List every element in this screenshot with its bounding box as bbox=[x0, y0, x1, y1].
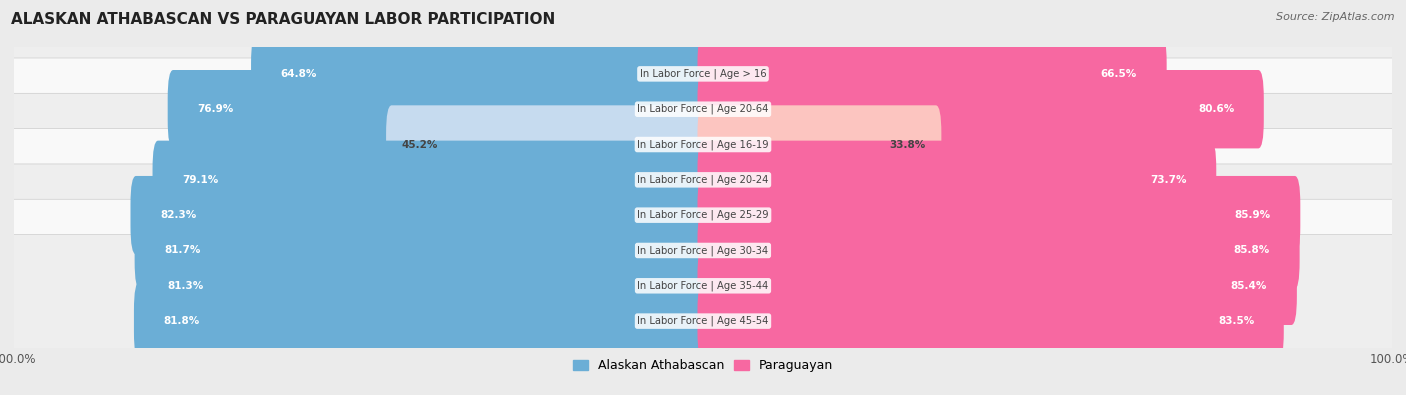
Text: In Labor Force | Age 30-34: In Labor Force | Age 30-34 bbox=[637, 245, 769, 256]
Text: 79.1%: 79.1% bbox=[183, 175, 218, 185]
FancyBboxPatch shape bbox=[387, 105, 709, 184]
Text: 81.7%: 81.7% bbox=[165, 245, 201, 256]
FancyBboxPatch shape bbox=[0, 23, 1406, 196]
Text: In Labor Force | Age 20-24: In Labor Force | Age 20-24 bbox=[637, 175, 769, 185]
FancyBboxPatch shape bbox=[0, 58, 1406, 231]
Text: 82.3%: 82.3% bbox=[160, 210, 197, 220]
Text: 64.8%: 64.8% bbox=[281, 69, 318, 79]
FancyBboxPatch shape bbox=[697, 35, 1167, 113]
FancyBboxPatch shape bbox=[0, 0, 1406, 160]
FancyBboxPatch shape bbox=[697, 141, 1216, 219]
FancyBboxPatch shape bbox=[697, 176, 1301, 254]
Text: Source: ZipAtlas.com: Source: ZipAtlas.com bbox=[1277, 12, 1395, 22]
Text: 83.5%: 83.5% bbox=[1218, 316, 1254, 326]
FancyBboxPatch shape bbox=[697, 70, 1264, 149]
FancyBboxPatch shape bbox=[152, 141, 709, 219]
Text: In Labor Force | Age 25-29: In Labor Force | Age 25-29 bbox=[637, 210, 769, 220]
Text: 81.8%: 81.8% bbox=[163, 316, 200, 326]
Text: In Labor Force | Age 20-64: In Labor Force | Age 20-64 bbox=[637, 104, 769, 115]
FancyBboxPatch shape bbox=[697, 211, 1299, 290]
Text: In Labor Force | Age 35-44: In Labor Force | Age 35-44 bbox=[637, 280, 769, 291]
Text: 76.9%: 76.9% bbox=[197, 104, 233, 114]
FancyBboxPatch shape bbox=[0, 93, 1406, 266]
Text: 85.8%: 85.8% bbox=[1233, 245, 1270, 256]
Text: 85.9%: 85.9% bbox=[1234, 210, 1271, 220]
FancyBboxPatch shape bbox=[0, 129, 1406, 302]
FancyBboxPatch shape bbox=[252, 35, 709, 113]
Legend: Alaskan Athabascan, Paraguayan: Alaskan Athabascan, Paraguayan bbox=[568, 354, 838, 377]
Text: In Labor Force | Age 16-19: In Labor Force | Age 16-19 bbox=[637, 139, 769, 150]
Text: 80.6%: 80.6% bbox=[1198, 104, 1234, 114]
Text: 45.2%: 45.2% bbox=[402, 139, 439, 150]
Text: In Labor Force | Age > 16: In Labor Force | Age > 16 bbox=[640, 69, 766, 79]
Text: 81.3%: 81.3% bbox=[167, 281, 204, 291]
FancyBboxPatch shape bbox=[138, 246, 709, 325]
FancyBboxPatch shape bbox=[697, 282, 1284, 360]
Text: 66.5%: 66.5% bbox=[1101, 69, 1137, 79]
FancyBboxPatch shape bbox=[167, 70, 709, 149]
FancyBboxPatch shape bbox=[134, 282, 709, 360]
FancyBboxPatch shape bbox=[0, 199, 1406, 372]
Text: In Labor Force | Age 45-54: In Labor Force | Age 45-54 bbox=[637, 316, 769, 326]
Text: 73.7%: 73.7% bbox=[1150, 175, 1187, 185]
FancyBboxPatch shape bbox=[131, 176, 709, 254]
Text: 33.8%: 33.8% bbox=[889, 139, 925, 150]
FancyBboxPatch shape bbox=[135, 211, 709, 290]
FancyBboxPatch shape bbox=[697, 246, 1296, 325]
Text: ALASKAN ATHABASCAN VS PARAGUAYAN LABOR PARTICIPATION: ALASKAN ATHABASCAN VS PARAGUAYAN LABOR P… bbox=[11, 12, 555, 27]
FancyBboxPatch shape bbox=[0, 164, 1406, 337]
FancyBboxPatch shape bbox=[697, 105, 942, 184]
FancyBboxPatch shape bbox=[0, 235, 1406, 395]
Text: 85.4%: 85.4% bbox=[1230, 281, 1267, 291]
